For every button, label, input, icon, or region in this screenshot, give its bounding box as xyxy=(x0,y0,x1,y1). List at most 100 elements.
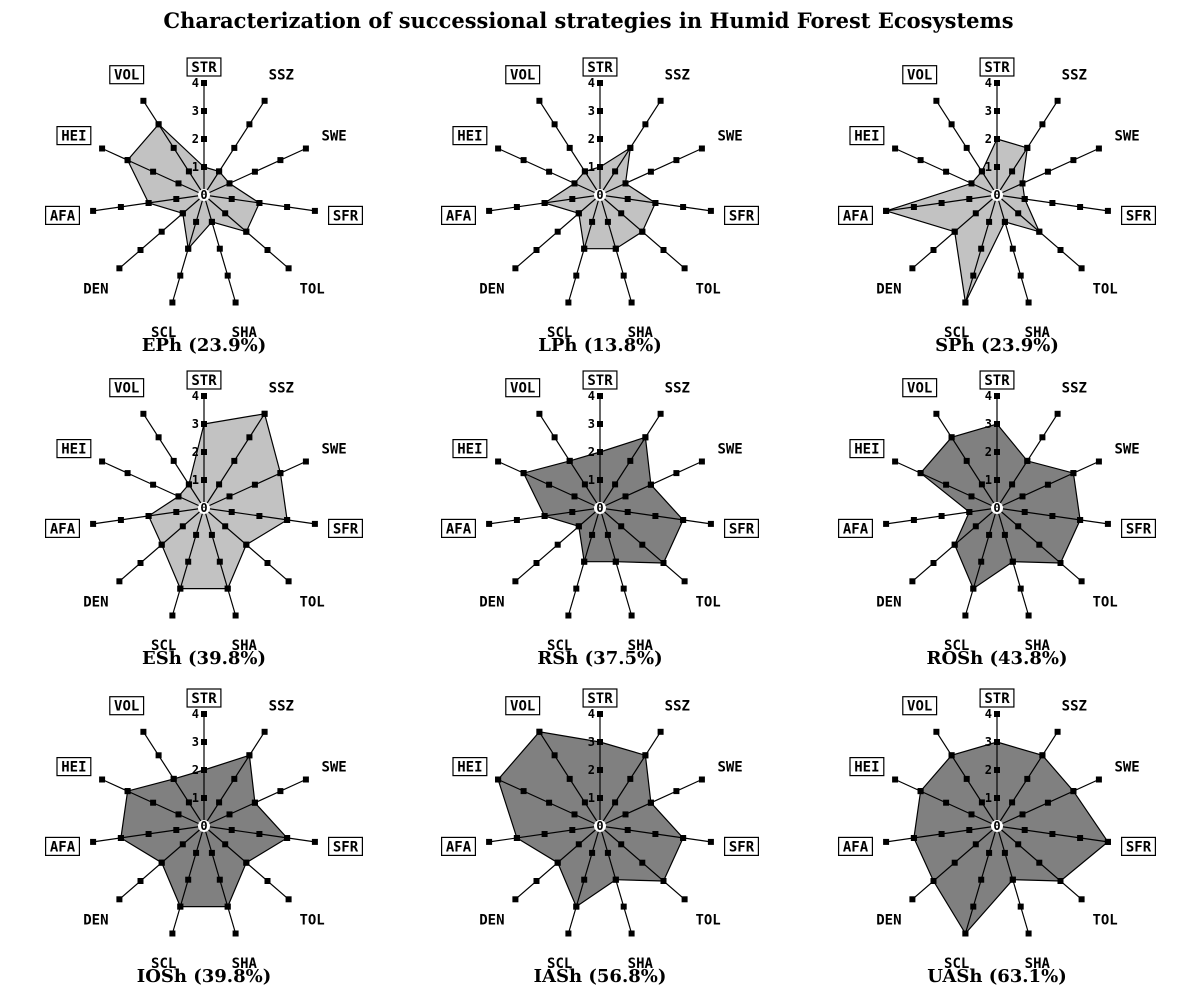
tick-mark xyxy=(883,838,890,845)
scale-label: 1 xyxy=(588,791,595,805)
tick-mark xyxy=(201,711,207,717)
tick-mark xyxy=(1036,859,1043,866)
tick-mark xyxy=(589,849,596,856)
tick-mark xyxy=(978,558,985,565)
data-point xyxy=(243,541,250,548)
scale-label: 2 xyxy=(588,445,595,459)
axis-label-hei: HEI xyxy=(457,129,482,145)
axis-label-den: DEN xyxy=(83,595,108,611)
axis-label-sha: SHA xyxy=(232,638,258,654)
tick-mark xyxy=(285,896,292,903)
scale-label: 2 xyxy=(985,445,992,459)
axis-label-box xyxy=(441,518,477,539)
tick-mark xyxy=(302,776,309,783)
tick-mark xyxy=(1036,541,1043,548)
axis-label-afa: AFA xyxy=(446,521,472,537)
tick-mark xyxy=(201,393,207,399)
scale-label: 3 xyxy=(588,417,595,431)
tick-mark xyxy=(311,520,318,527)
tick-mark xyxy=(99,776,106,783)
tick-mark xyxy=(1001,531,1008,538)
tick-mark xyxy=(569,509,576,515)
tick-mark xyxy=(597,711,603,717)
scale-label: 0 xyxy=(200,501,207,515)
tick-mark xyxy=(1019,811,1026,818)
axis-label-sfr: SFR xyxy=(333,521,359,537)
tick-mark xyxy=(994,164,1000,170)
tick-mark xyxy=(208,849,215,856)
data-point xyxy=(597,164,603,170)
scale-label: 0 xyxy=(200,188,207,202)
tick-mark xyxy=(216,876,223,883)
tick-mark xyxy=(222,523,229,530)
axis-label-box xyxy=(837,518,873,539)
tick-mark xyxy=(892,776,899,783)
axis-label-swe: SWE xyxy=(1114,129,1139,145)
data-point xyxy=(680,835,687,841)
axis-label-ssz: SSZ xyxy=(269,68,294,84)
tick-mark xyxy=(657,410,664,417)
tick-mark xyxy=(155,434,162,441)
tick-mark xyxy=(571,493,578,500)
tick-mark xyxy=(228,509,235,515)
data-point xyxy=(224,903,231,910)
data-point xyxy=(145,513,152,519)
axis-label-ssz: SSZ xyxy=(665,699,690,715)
tick-mark xyxy=(972,210,979,217)
axis-label-swe: SWE xyxy=(321,129,346,145)
data-point xyxy=(177,585,184,592)
axis-label-sha: SHA xyxy=(1025,638,1051,654)
tick-mark xyxy=(185,799,192,806)
data-point xyxy=(554,859,561,866)
data-point xyxy=(930,878,937,884)
data-point xyxy=(201,767,207,773)
data-point xyxy=(117,835,124,841)
tick-mark xyxy=(533,560,540,566)
scale-label: 4 xyxy=(192,76,199,90)
tick-mark xyxy=(620,585,627,592)
axis-label-vol: VOL xyxy=(907,68,932,84)
tick-mark xyxy=(1017,272,1024,279)
data-point xyxy=(910,835,917,841)
tick-mark xyxy=(938,831,945,837)
tick-mark xyxy=(520,788,527,795)
chart-title: Characterization of successional strateg… xyxy=(163,8,1014,33)
scale-label: 3 xyxy=(985,735,992,749)
data-point xyxy=(1104,838,1111,845)
tick-mark xyxy=(681,578,688,585)
scale-label: 2 xyxy=(985,132,992,146)
tick-mark xyxy=(660,247,667,253)
tick-mark xyxy=(232,612,239,619)
data-point xyxy=(639,228,646,235)
axis-label-str: STR xyxy=(191,373,217,389)
tick-mark xyxy=(256,513,263,519)
tick-mark xyxy=(622,811,629,818)
tick-mark xyxy=(1078,896,1085,903)
data-point xyxy=(627,144,634,151)
tick-mark xyxy=(994,477,1000,483)
tick-mark xyxy=(1044,799,1051,806)
scale-label: 3 xyxy=(192,104,199,118)
tick-mark xyxy=(618,210,625,217)
center-marker xyxy=(594,189,606,201)
tick-mark xyxy=(612,799,619,806)
axis-label-box xyxy=(328,836,364,857)
tick-mark xyxy=(930,560,937,566)
tick-mark xyxy=(193,531,200,538)
tick-mark xyxy=(1025,299,1032,306)
tick-mark xyxy=(581,481,588,488)
axis-label-box xyxy=(837,205,873,225)
axis-label-str: STR xyxy=(984,691,1010,707)
data-point xyxy=(994,739,1000,745)
axis-label-scl: SCL xyxy=(151,325,176,341)
data-point xyxy=(145,200,152,206)
data-point xyxy=(495,776,502,783)
center-marker xyxy=(594,820,606,832)
tick-mark xyxy=(99,145,106,152)
scale-label: 3 xyxy=(985,104,992,118)
tick-mark xyxy=(201,136,207,142)
